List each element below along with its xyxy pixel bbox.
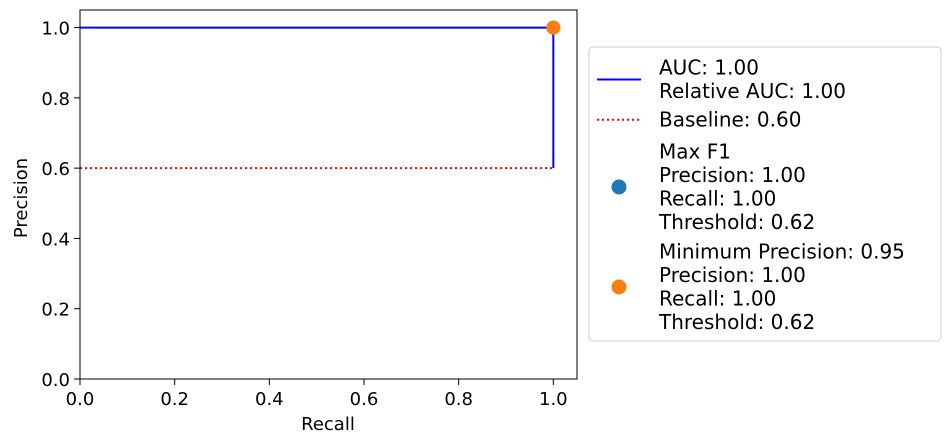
y-tick-label: 0.8 (41, 89, 70, 110)
x-tick-label: 0.0 (66, 389, 95, 410)
plot-frame (79, 9, 578, 380)
legend-label: Threshold: 0.62 (658, 310, 815, 334)
x-tick-label: 0.8 (444, 389, 473, 410)
legend-label: Recall: 1.00 (659, 287, 776, 311)
x-tick-label: 0.6 (350, 389, 379, 410)
min-precision-point (546, 20, 561, 35)
plot-area: 0.0 0.2 0.4 0.6 0.8 1.0 0.0 0.2 0.4 0.6 0.8 1.0 (41, 9, 578, 410)
y-tick-label: 0.4 (41, 229, 70, 250)
legend-label: Baseline: 0.60 (659, 108, 801, 132)
legend-label: Recall: 1.00 (659, 187, 776, 211)
y-axis-label: Precision (11, 158, 32, 238)
legend-swatch (611, 279, 627, 295)
y-tick-label: 0.6 (41, 159, 70, 180)
legend-box (588, 46, 942, 342)
x-axis-label: Recall (301, 414, 355, 435)
legend-entry: Baseline: 0.60 (597, 108, 801, 132)
x-tick-label: 0.2 (160, 389, 189, 410)
legend-swatch (611, 179, 627, 195)
legend-label: Precision: 1.00 (659, 163, 806, 187)
legend-label: Max F1 (659, 140, 731, 164)
x-tick-label: 0.4 (255, 389, 284, 410)
legend-label: Relative AUC: 1.00 (659, 79, 846, 103)
legend-label: Threshold: 0.62 (658, 210, 815, 234)
y-tick-label: 0.2 (41, 300, 70, 321)
y-tick-label: 1.0 (41, 19, 70, 40)
legend-label: AUC: 1.00 (659, 56, 759, 80)
legend-label: Minimum Precision: 0.95 (659, 240, 905, 264)
x-tick-label: 1.0 (539, 389, 568, 410)
legend-label: Precision: 1.00 (659, 263, 806, 287)
pr-curve-line (80, 26, 555, 169)
y-tick-label: 0.0 (41, 370, 70, 391)
